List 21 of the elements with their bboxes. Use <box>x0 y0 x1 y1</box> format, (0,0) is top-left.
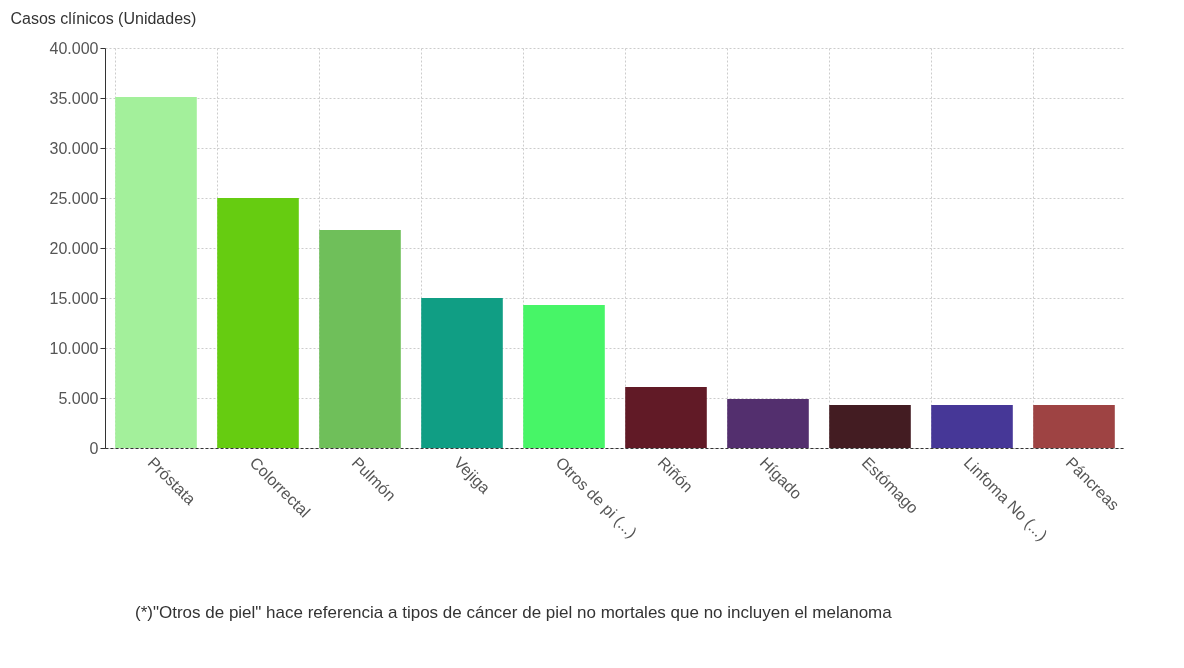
y-tick-label: 0 <box>89 439 99 457</box>
y-tick-label: 5.000 <box>58 389 99 407</box>
y-tick-label: 15.000 <box>49 289 99 307</box>
bar <box>931 405 1013 448</box>
y-tick-label: 40.000 <box>49 39 99 57</box>
text: (*)"Otros de piel" hace referencia a tipos de cáncer de piel no mortales que no incluyen el melanoma <box>135 603 893 622</box>
bar <box>1033 405 1115 448</box>
bar <box>217 198 299 448</box>
bar <box>829 405 911 448</box>
bar <box>727 399 809 448</box>
y-tick-label: 35.000 <box>49 89 99 107</box>
y-tick-label: 25.000 <box>49 189 99 207</box>
y-tick-label: 20.000 <box>49 239 99 257</box>
y-tick-label: 10.000 <box>49 339 99 357</box>
bar <box>421 298 503 448</box>
bar <box>319 230 401 448</box>
bar <box>625 387 707 448</box>
bar <box>115 97 197 448</box>
bar <box>523 305 605 448</box>
y-tick-label: 30.000 <box>49 139 99 157</box>
y-axis-title: Casos clínicos (Unidades) <box>10 9 197 27</box>
